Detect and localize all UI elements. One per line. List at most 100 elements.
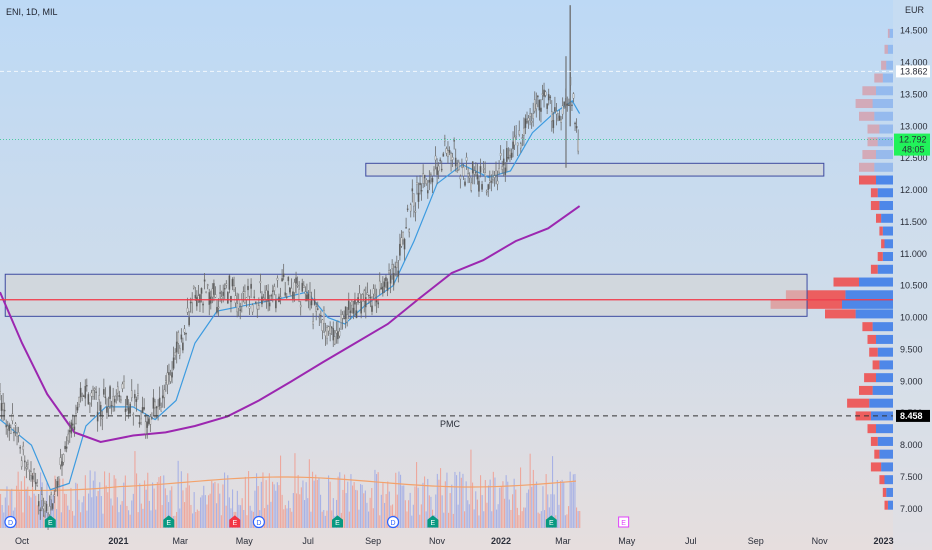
event-marker[interactable]: D [252,515,265,529]
dividend-marker-icon[interactable] [4,515,17,529]
event-marker[interactable]: D [386,515,400,529]
candle-body [524,118,527,129]
volume-bar [99,482,101,528]
candle-body [240,299,243,307]
candle-body [223,288,226,290]
candle-body [341,314,344,319]
volume-bar [123,482,125,528]
volume-bar [497,504,499,528]
volume-bar [558,504,560,528]
event-marker[interactable]: E [545,515,557,528]
candle-body [160,407,163,412]
candle-body [200,288,203,294]
volume-bar [25,488,27,528]
candle-body [360,301,362,314]
earnings-marker-icon[interactable] [545,515,557,528]
event-marker[interactable]: E [331,515,343,528]
candle-body [92,390,94,397]
candle-body [106,406,108,413]
time-tick-label: Oct [15,536,30,546]
volume-bar [475,491,477,528]
candle-body [371,305,373,312]
candle-body [347,300,350,310]
event-marker[interactable]: E [427,515,439,528]
candle-body [140,418,142,423]
candle-body [572,93,575,99]
candle-body [530,120,533,123]
volume-bar [576,507,578,528]
candle-body [197,295,200,300]
candle-body [272,290,274,292]
candle-body [374,294,376,297]
volume-bar [456,475,458,528]
volume-bar [248,471,250,528]
volume-bar [388,491,390,528]
earnings-marker-icon[interactable] [44,515,56,528]
volume-bar [196,509,198,528]
candle-body [422,173,424,184]
profile-bar-buy [870,411,893,421]
profile-bar-buy [874,111,893,121]
candle-body [169,375,172,382]
volume-bar [444,481,446,528]
profile-bar-buy [886,60,893,70]
candle-body [0,402,3,411]
dividend-marker-icon[interactable] [252,515,265,529]
earnings-marker-icon[interactable] [229,515,241,528]
event-marker-letter: D [8,520,13,527]
volume-bar [265,480,267,528]
candle-body [186,307,189,313]
volume-bar [443,512,445,528]
volume-bar [11,488,13,528]
candle-body [202,303,204,306]
profile-bar-buy [872,99,893,109]
profile-bar-sell [859,175,876,185]
volume-bar [449,493,451,528]
volume-bar [232,489,234,528]
profile-bar-buy [887,44,893,54]
earnings-marker-icon[interactable] [618,516,630,528]
candle-body [397,270,400,277]
volume-bar [480,475,482,528]
candle-body [450,153,452,161]
currency-label: EUR [905,5,925,15]
event-marker[interactable]: E [44,515,56,528]
earnings-marker-icon[interactable] [427,515,439,528]
volume-bar [260,481,262,528]
candle-body [50,494,52,500]
earnings-marker-icon[interactable] [331,515,343,528]
candle-body [166,372,169,385]
volume-bar [88,493,90,528]
candle-body [533,99,536,112]
event-marker[interactable]: E [618,516,630,528]
volume-bar [382,481,384,528]
candle-body [258,305,260,310]
event-marker[interactable]: E [163,515,175,528]
volume-bar [371,487,373,528]
candle-body [411,188,414,192]
earnings-marker-icon[interactable] [163,515,175,528]
volume-bar [104,471,106,528]
volume-bar [1,505,3,528]
volume-bar [64,493,66,528]
profile-bar-sell [855,411,871,421]
candle-body [544,91,547,96]
candle-body [451,157,454,160]
price-tick-label: 11.000 [900,249,927,259]
profile-bar-buy [882,226,893,236]
volume-bar [200,497,202,528]
volume-bar [16,485,18,528]
event-marker[interactable]: D [4,515,17,529]
candle-body [547,94,550,101]
candle-body [529,113,531,117]
event-marker[interactable]: E [229,515,241,528]
candle-body [354,299,356,305]
candle-body [42,506,45,509]
dividend-marker-icon[interactable] [386,515,400,529]
level-lines-layer[interactable]: PMC [0,70,893,429]
candle-body [2,403,4,410]
volume-bar [500,486,502,528]
candle-body [87,394,90,405]
